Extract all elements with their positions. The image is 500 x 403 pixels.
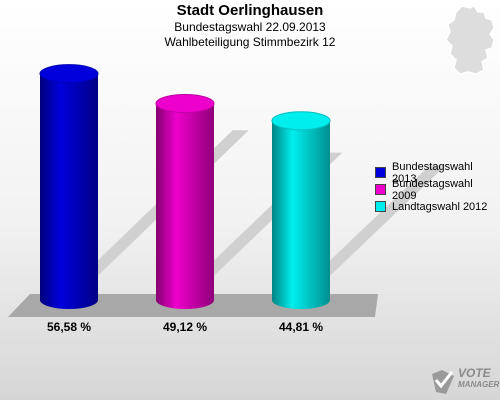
- legend-item-bundestagswahl-2013: Bundestagswahl 2013: [375, 161, 500, 185]
- vote-manager-icon: [432, 370, 454, 394]
- chart-title: Stadt Oerlinghausen: [176, 2, 324, 19]
- value-label-3: 44,81 %: [279, 320, 323, 334]
- value-label-1: 56,58 %: [47, 320, 91, 334]
- legend-swatch: [375, 167, 386, 178]
- germany-map-icon: [445, 5, 495, 75]
- legend-label: Landtagswahl 2012: [392, 200, 488, 213]
- vote-manager-logo: VOTE MANAGER: [428, 364, 500, 398]
- legend-swatch: [375, 201, 386, 212]
- chart-titles: Stadt Oerlinghausen Bundestagswahl 22.09…: [0, 2, 500, 50]
- bar-2: [156, 103, 214, 310]
- chart-subtitle-2: Wahlbeteiligung Stimmbezirk 12: [164, 35, 336, 49]
- legend-swatch: [375, 184, 386, 195]
- legend-label: Bundestagswahl 2013: [391, 160, 473, 185]
- bar-3-top: [271, 111, 331, 131]
- legend-item-bundestagswahl-2009: Bundestagswahl 2009: [375, 178, 500, 202]
- legend-label: Bundestagswahl 2009: [391, 177, 473, 202]
- legend-item-landtagswahl-2012: Landtagswahl 2012: [375, 198, 500, 215]
- bar-2-top: [155, 94, 215, 114]
- bar-shadow-wall: [295, 165, 446, 294]
- chart-legend: Bundestagswahl 2013 Bundestagswahl 2009 …: [375, 161, 500, 215]
- logo-manager-text: MANAGER: [458, 380, 500, 389]
- bar-1: [40, 73, 98, 310]
- logo-vote-text: VOTE: [458, 366, 491, 380]
- chart-subtitle: Bundestagswahl 22.09.2013: [174, 20, 326, 34]
- value-label-2: 49,12 %: [163, 320, 207, 334]
- bar-1-top: [39, 64, 99, 84]
- bar-3: [272, 120, 330, 309]
